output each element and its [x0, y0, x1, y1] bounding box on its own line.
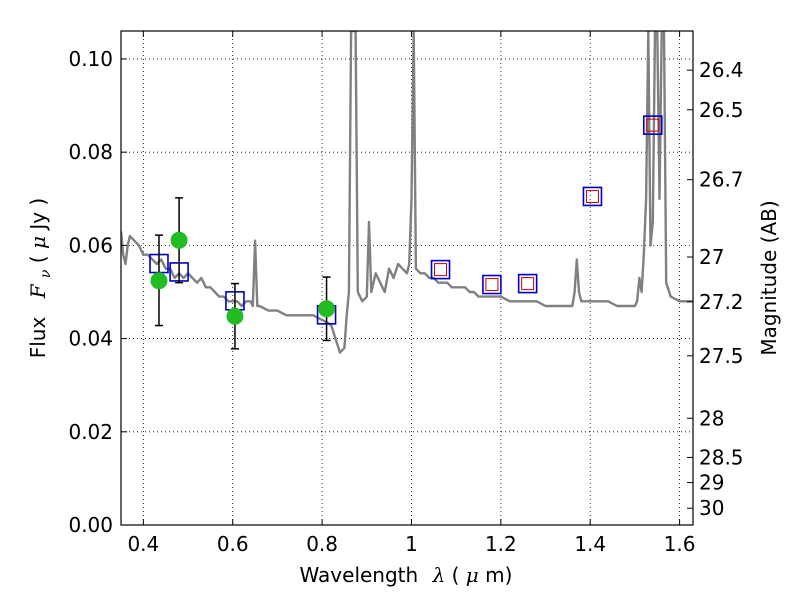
y-tick-label: 0.04 — [68, 327, 113, 351]
synthetic-square-marker — [521, 277, 535, 291]
y-axis-label-unit-open: ( — [26, 249, 50, 263]
x-tick-label: 1 — [405, 532, 418, 556]
y2-tick-label: 26.4 — [699, 58, 744, 82]
x-tick-label: 0.6 — [217, 532, 249, 556]
y2-tick-label: 27 — [699, 245, 724, 269]
y2-tick-label: 26.7 — [699, 168, 744, 192]
observed-point — [318, 300, 336, 318]
x-axis-label: Wavelength λ ( μ m) — [300, 563, 513, 587]
synthetic-square-marker — [646, 118, 660, 132]
y-tick-label: 0.02 — [68, 420, 113, 444]
observed-point — [226, 307, 244, 325]
x-axis-label-unit-close: m) — [485, 563, 512, 587]
model-square-marker — [517, 273, 538, 294]
y2-tick-label: 28 — [699, 406, 724, 430]
model-square-marker — [582, 186, 603, 207]
y-axis-label-unit-mu: μ — [26, 236, 50, 249]
y-tick-label: 0.00 — [68, 513, 113, 537]
spectrum-line — [121, 31, 693, 354]
y-axis-label-subscript: ν — [38, 269, 54, 278]
x-tick-label: 1.6 — [664, 532, 696, 556]
y2-tick-label: 30 — [699, 496, 724, 520]
y2-tick-label: 27.2 — [699, 290, 744, 314]
y-tick-label: 0.10 — [68, 47, 113, 71]
x-tick-label: 1.2 — [485, 532, 517, 556]
y-axis-label-text: Flux — [26, 317, 50, 359]
y-axis-label-symbol: F — [26, 283, 50, 299]
observed-point — [150, 272, 168, 290]
plot-area — [121, 31, 693, 354]
model-square-marker — [430, 259, 451, 280]
x-tick-label: 1.4 — [574, 532, 606, 556]
plot-frame — [120, 30, 694, 526]
y2-axis-label: Magnitude (AB) — [757, 200, 781, 355]
x-axis-label-unit-mu: μ — [466, 563, 479, 587]
y2-tick-label: 27.5 — [699, 344, 744, 368]
synthetic-square-marker — [485, 278, 499, 292]
y-tick-label: 0.06 — [68, 233, 113, 257]
observed-point — [170, 231, 188, 249]
model-square-marker — [482, 274, 502, 295]
x-tick-label: 0.4 — [127, 532, 159, 556]
x-axis-label-text: Wavelength — [300, 563, 419, 587]
synthetic-square-marker — [434, 263, 448, 277]
y2-tick-label: 29 — [699, 471, 724, 495]
y2-tick-label: 26.5 — [699, 98, 744, 122]
x-axis-label-symbol: λ — [432, 563, 446, 587]
x-tick-label: 0.8 — [306, 532, 338, 556]
model-square-marker — [642, 115, 663, 135]
ticks: 0.4 0.6 0.8 1 1.2 1.4 1.6 0.00 0.02 0.04 0.06 0.08 0… — [68, 31, 744, 556]
y-axis-label: Flux F ν ( μ Jy ) — [26, 198, 55, 359]
synthetic-square-marker — [585, 189, 599, 203]
x-axis-label-unit-open: ( — [452, 563, 460, 587]
y-tick-label: 0.08 — [68, 140, 113, 164]
y2-tick-label: 28.5 — [699, 445, 744, 469]
y-axis-label-unit-close: Jy ) — [26, 198, 50, 232]
